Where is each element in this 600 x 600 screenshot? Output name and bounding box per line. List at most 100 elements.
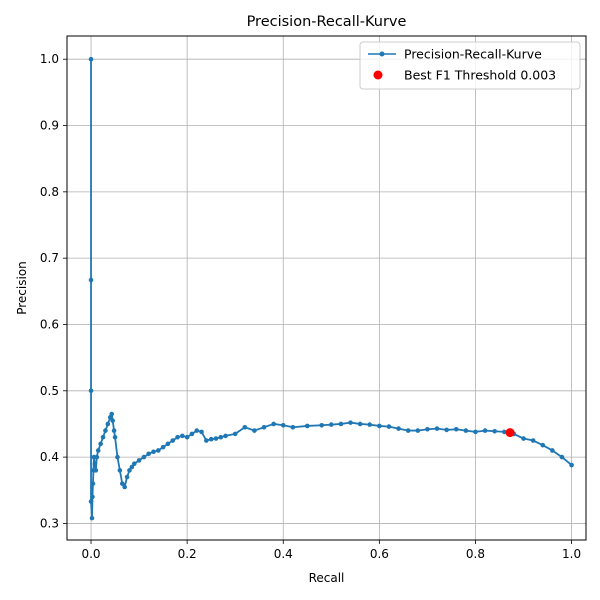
y-tick-label: 0.3 xyxy=(40,516,59,530)
series-point xyxy=(88,499,94,504)
y-tick-label: 0.7 xyxy=(40,251,59,265)
series-point xyxy=(189,431,195,437)
series-point xyxy=(213,436,219,441)
series-point xyxy=(357,421,363,427)
series-point xyxy=(319,422,324,428)
series-point xyxy=(95,448,101,453)
series-point xyxy=(117,468,123,473)
series-point xyxy=(119,481,125,486)
series-point xyxy=(112,434,118,440)
series-point xyxy=(559,454,565,460)
series-layer xyxy=(88,56,574,521)
x-tick-label: 0.0 xyxy=(81,547,100,561)
series-point xyxy=(129,464,135,470)
series-point xyxy=(98,441,103,447)
series-point xyxy=(184,434,190,440)
legend-box xyxy=(359,41,581,90)
legend-line-marker xyxy=(379,51,385,57)
series-point xyxy=(141,454,147,460)
series-point xyxy=(151,449,156,455)
series-point xyxy=(180,433,185,439)
legend-series-label: Precision-Recall-Kurve xyxy=(404,47,542,62)
series-point xyxy=(88,388,94,394)
series-point xyxy=(434,426,440,431)
series-point xyxy=(280,422,286,428)
series-point xyxy=(367,422,373,427)
series-point xyxy=(110,418,115,423)
series-point xyxy=(569,462,574,468)
series-point xyxy=(521,436,526,441)
series-point xyxy=(482,428,488,433)
series-point xyxy=(453,426,459,432)
series-point xyxy=(100,434,106,440)
x-tick-label: 0.6 xyxy=(370,547,389,561)
series-point xyxy=(160,444,166,450)
plot-area-frame xyxy=(66,35,587,541)
series-point xyxy=(386,424,392,429)
series-point xyxy=(223,433,228,439)
series-point xyxy=(127,468,132,473)
series-point xyxy=(444,427,449,433)
legend: Precision-Recall-Kurve Best F1 Threshold… xyxy=(359,41,581,90)
series-point xyxy=(261,424,267,430)
series-point xyxy=(136,458,142,463)
series-point xyxy=(252,428,257,433)
series-point xyxy=(377,423,382,429)
series-point xyxy=(92,461,98,467)
series-point xyxy=(199,429,204,435)
series-point xyxy=(242,424,248,430)
series-point xyxy=(425,426,430,432)
legend-highlight-marker xyxy=(373,70,383,80)
series-point xyxy=(463,428,469,433)
series-point xyxy=(194,428,200,433)
chart-title: Precision-Recall-Kurve xyxy=(247,14,407,30)
series-point xyxy=(93,468,99,473)
x-tick-label: 1.0 xyxy=(562,547,581,561)
x-tick-label: 0.4 xyxy=(274,547,293,561)
x-tick-label: 0.2 xyxy=(178,547,197,561)
series-point xyxy=(492,428,497,434)
series-point xyxy=(550,448,555,453)
series-point xyxy=(88,277,94,283)
series-point xyxy=(530,438,536,443)
series-point xyxy=(111,428,117,433)
series-point xyxy=(146,451,151,457)
x-axis-label: Recall xyxy=(309,571,345,585)
series-point xyxy=(90,494,95,500)
legend-highlight-label: Best F1 Threshold 0.003 xyxy=(404,68,556,83)
best-f1-point xyxy=(505,428,515,438)
series-point xyxy=(232,431,238,437)
y-tick-label: 0.5 xyxy=(40,384,59,398)
y-axis-label: Precision xyxy=(15,261,29,315)
highlight-layer xyxy=(505,428,515,438)
series-point xyxy=(175,434,180,440)
series-point xyxy=(208,436,214,442)
series-point xyxy=(165,441,171,447)
y-tick-label: 0.4 xyxy=(40,450,59,464)
y-tick-label: 1.0 xyxy=(40,52,59,66)
series-point xyxy=(415,428,421,433)
tick-layer: 0.0 0.2 0.4 0.6 0.8 1.0 0.3 0.4 0.5 0.6 0.7 0.8 0.9 1… xyxy=(40,52,581,561)
series-point xyxy=(271,421,276,427)
series-point xyxy=(103,428,108,433)
series-point xyxy=(94,454,100,460)
y-tick-label: 0.6 xyxy=(40,317,59,331)
y-tick-label: 0.8 xyxy=(40,185,59,199)
series-point xyxy=(396,426,401,431)
y-tick-label: 0.9 xyxy=(40,119,59,133)
series-point xyxy=(304,423,310,429)
series-point xyxy=(170,438,176,443)
series-point xyxy=(348,420,353,425)
series-point xyxy=(90,481,96,486)
series-point xyxy=(115,454,120,460)
series-point xyxy=(156,448,161,453)
series-point xyxy=(88,56,94,62)
series-point xyxy=(105,421,111,427)
series-point xyxy=(204,438,209,443)
x-tick-label: 0.8 xyxy=(466,547,485,561)
series-point xyxy=(131,461,137,467)
series-point xyxy=(540,442,546,448)
series-point xyxy=(338,421,344,427)
